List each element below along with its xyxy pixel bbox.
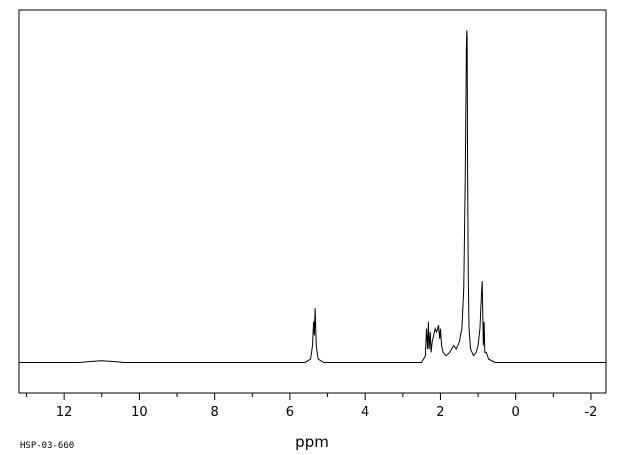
x-axis-tick-labels: 12 10 8 6 4 2 0 -2 — [56, 405, 598, 420]
x-tick-label: 6 — [286, 405, 294, 420]
x-tick-label: -2 — [584, 405, 597, 420]
sample-code: HSP-03-660 — [20, 441, 74, 451]
x-tick-label: 8 — [211, 405, 219, 420]
x-tick-label: 4 — [361, 405, 369, 420]
x-tick-label: 12 — [56, 405, 73, 420]
x-tick-label: 10 — [131, 405, 148, 420]
x-tick-label: 0 — [512, 405, 520, 420]
x-tick-label: 2 — [436, 405, 444, 420]
x-axis-ticks — [26, 393, 592, 400]
spectrum-line — [19, 30, 606, 363]
plot-frame — [18, 9, 607, 394]
x-axis-title: ppm — [295, 433, 329, 451]
